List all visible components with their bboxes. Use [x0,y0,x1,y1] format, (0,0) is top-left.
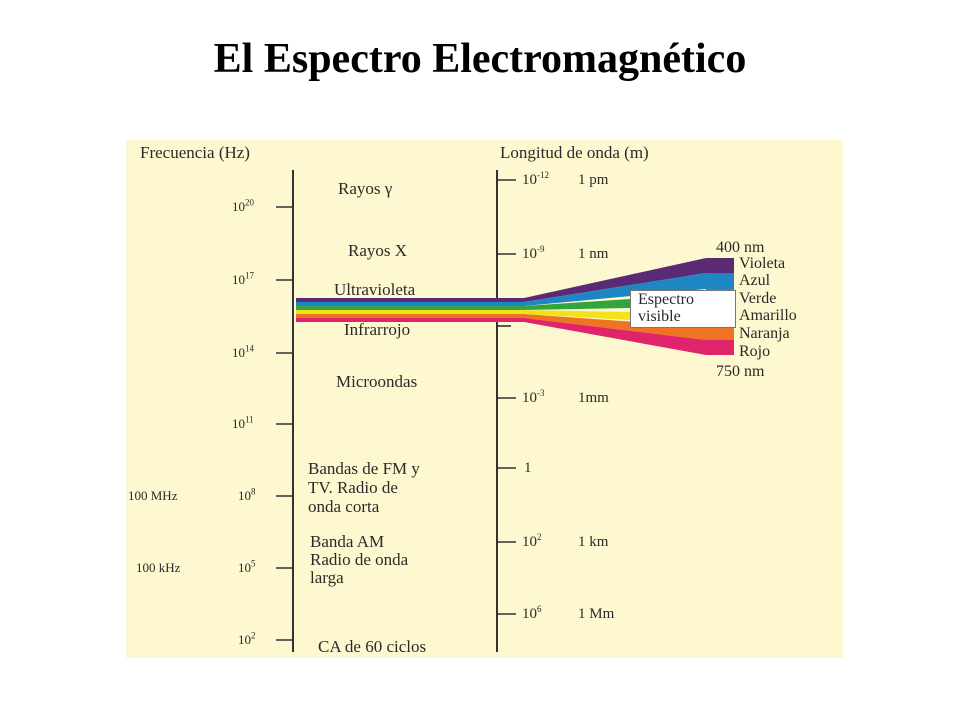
band-blue [296,273,734,306]
wavelength-unit-label: 1 nm [578,246,609,262]
band-yellow [296,310,630,320]
frequency-note-100khz: 100 kHz [136,560,181,575]
wavelength-unit-label: 1mm [578,390,609,406]
spectrum-graphic [276,170,734,652]
band-am-label-line2: Radio de onda [310,550,409,569]
wavelength-tick-label: 102 [522,532,542,550]
frequency-tick-label: 105 [238,558,256,575]
frequency-tick-label: 1014 [232,343,254,360]
visible-spectrum-box [630,290,736,328]
band-xray-label: Rayos X [348,241,408,260]
band-red [296,318,734,355]
wavelength-tick-label: 10-12 [522,170,549,188]
band-ir-label: Infrarrojo [344,320,411,339]
frequency-note-100mhz: 100 MHz [128,488,178,503]
band-fm-label-line1: Bandas de FM y [308,459,420,478]
wavelength-tick-label: 10-9 [522,244,545,262]
visible-bottom-wavelength: 750 nm [716,363,765,380]
visible-box-label-line2: visible [638,308,681,325]
wavelength-axis-header: Longitud de onda (m) [500,143,649,162]
frequency-tick-label: 1011 [232,414,254,431]
color-label-violet: Violeta [739,255,786,272]
color-label-red: Rojo [739,343,771,360]
band-uv-label: Ultravioleta [334,280,416,299]
wavelength-unit-label: 1 Mm [578,606,615,622]
spectrum-figure: Frecuencia (Hz) Longitud de onda (m) 102… [126,140,843,658]
frequency-tick-label: 102 [238,630,256,647]
frequency-tick-marks [276,206,293,641]
band-micro-label: Microondas [336,372,418,391]
visible-top-wavelength: 400 nm [716,239,765,256]
visible-box-label-line1: Espectro [638,291,694,308]
band-violet [296,258,734,302]
page-title: El Espectro Electromagnético [213,36,747,82]
frequency-tick-label: 1017 [232,270,254,287]
wavelength-tick-marks [497,179,516,615]
wavelength-unit-label: 1 pm [578,172,609,188]
band-am-label-line1: Banda AM [310,532,385,551]
band-ac-label: CA de 60 ciclos [318,637,427,656]
frequency-tick-label: 108 [238,486,256,503]
color-label-blue: Azul [739,272,771,289]
wavelength-unit-label: 1 km [578,534,609,550]
wavelength-tick-label: 106 [522,604,542,622]
frequency-tick-label: 1020 [232,197,254,214]
band-am-label-line3: larga [310,568,344,587]
color-label-green: Verde [739,290,777,307]
wavelength-tick-label: 1 [524,460,532,476]
frequency-axis-header: Frecuencia (Hz) [140,143,250,162]
band-green [296,299,630,310]
band-fm-label-line3: onda corta [308,497,380,516]
band-gamma-label: Rayos γ [338,179,393,198]
band-fm-label-line2: TV. Radio de [308,478,398,497]
wavelength-tick-label: 10-3 [522,388,545,406]
color-label-orange: Naranja [739,325,790,342]
color-label-yellow: Amarillo [739,307,797,324]
